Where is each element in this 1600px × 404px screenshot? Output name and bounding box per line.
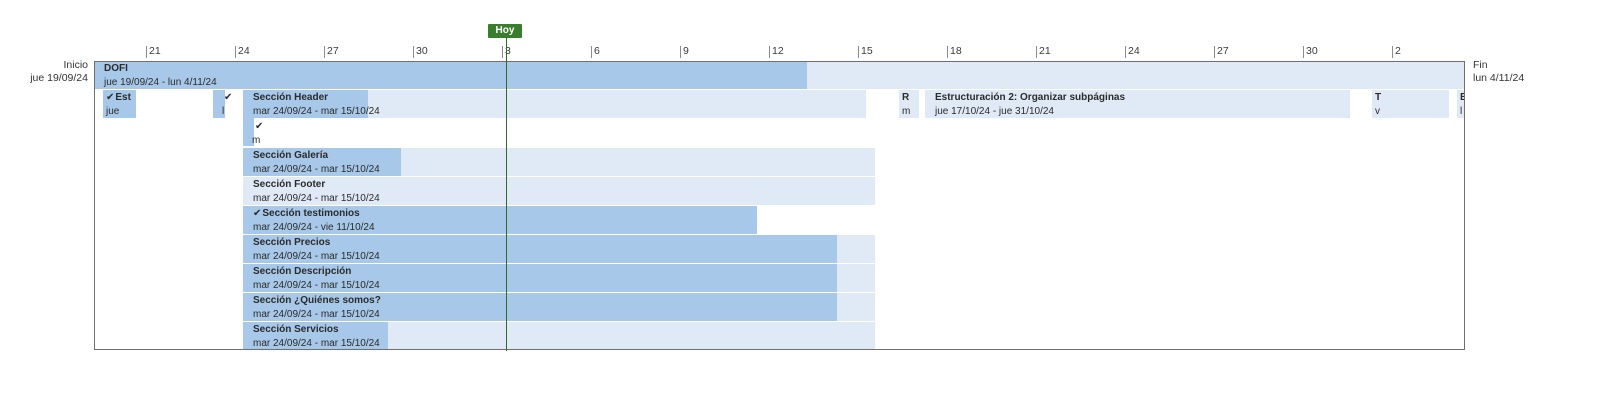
task-name: Sección Descripción [253, 266, 352, 277]
task-dates: l [1460, 106, 1463, 117]
today-marker[interactable]: Hoy [488, 24, 522, 38]
task-dates: m [902, 106, 911, 117]
task-bar-seccion-testimonios[interactable]: ✔Sección testimonios mar 24/09/24 - vie … [243, 206, 757, 234]
progress-fill [243, 206, 757, 234]
tick: 21 [1036, 46, 1051, 58]
task-bar-r[interactable]: R m [899, 90, 919, 118]
task-name: Sección Precios [253, 237, 331, 248]
task-dates: jue 19/09/24 - lun 4/11/24 [104, 77, 217, 88]
tick: 21 [146, 46, 161, 58]
task-name: Sección Servicios [253, 324, 339, 335]
task-dates: mar 24/09/24 - mar 15/10/24 [253, 106, 380, 117]
progress-fill [243, 264, 838, 292]
start-date: jue 19/09/24 [30, 72, 88, 84]
tick: 12 [769, 46, 784, 58]
task-dates: m [252, 135, 261, 146]
task-dates: v [1375, 106, 1380, 117]
task-bar-e[interactable]: E l [1457, 90, 1465, 118]
progress-fill [243, 293, 838, 321]
tick: 3 [502, 46, 511, 58]
progress-fill [243, 118, 254, 146]
task-dates: jue [106, 106, 120, 117]
task-bar-seccion-precios[interactable]: Sección Precios mar 24/09/24 - mar 15/10… [243, 235, 875, 263]
check-icon: ✔ [106, 92, 115, 103]
task-bar-seccion-galeria[interactable]: Sección Galería mar 24/09/24 - mar 15/10… [243, 148, 875, 176]
task-bar-seccion-footer[interactable]: Sección Footer mar 24/09/24 - mar 15/10/… [243, 177, 875, 205]
tick: 2 [1392, 46, 1401, 58]
tick: 24 [235, 46, 250, 58]
tick: 6 [591, 46, 600, 58]
task-dates: l [222, 106, 225, 117]
task-dates: mar 24/09/24 - mar 15/10/24 [253, 193, 380, 204]
task-name: T [1375, 92, 1382, 103]
end-title: Fin [1473, 59, 1488, 71]
task-bar-t[interactable]: T v [1372, 90, 1449, 118]
task-name: ✔Est [106, 92, 131, 103]
task-name: ✔Sección testimonios [253, 208, 360, 219]
tick: 30 [413, 46, 428, 58]
progress-fill [213, 90, 225, 118]
end-label: Fin lun 4/11/24 [1473, 59, 1563, 85]
end-date: lun 4/11/24 [1473, 72, 1525, 84]
task-name: Sección ¿Quiénes somos? [253, 295, 381, 306]
progress-fill [243, 148, 401, 176]
tick: 18 [947, 46, 962, 58]
start-title: Inicio [63, 59, 88, 71]
check-icon: ✔ [253, 208, 262, 219]
progress-fill [94, 61, 807, 89]
timescale: 21 24 27 30 3 6 9 12 15 18 21 24 27 30 2 [0, 0, 1600, 60]
task-name: Sección Galería [253, 150, 329, 161]
task-dates: mar 24/09/24 - mar 15/10/24 [253, 338, 380, 349]
task-bar-est[interactable]: ✔Est jue [103, 90, 136, 118]
tick: 27 [1214, 46, 1229, 58]
task-dates: jue 17/10/24 - jue 31/10/24 [935, 106, 1054, 117]
tick: 27 [324, 46, 339, 58]
task-bar-seccion-quienes-somos[interactable]: Sección ¿Quiénes somos? mar 24/09/24 - m… [243, 293, 875, 321]
progress-fill [243, 322, 389, 350]
task-name: R [902, 92, 910, 103]
task-name: Sección Header [253, 92, 329, 103]
task-bar-completed[interactable]: l [213, 90, 225, 118]
tick: 9 [680, 46, 689, 58]
tick: 30 [1303, 46, 1318, 58]
tick: 15 [858, 46, 873, 58]
check-icon: ✔ [255, 121, 264, 132]
task-dates: mar 24/09/24 - mar 15/10/24 [253, 309, 380, 320]
tick: 24 [1125, 46, 1140, 58]
task-name: E [1460, 92, 1465, 103]
task-name: Sección Footer [253, 179, 326, 190]
task-dates: mar 24/09/24 - mar 15/10/24 [253, 280, 380, 291]
check-icon: ✔ [224, 92, 233, 103]
task-bar-estructuracion-2[interactable]: Estructuración 2: Organizar subpáginas j… [925, 90, 1350, 118]
task-bar-seccion-header[interactable]: Sección Header mar 24/09/24 - mar 15/10/… [243, 90, 866, 118]
today-line [506, 38, 507, 351]
progress-fill [243, 90, 368, 118]
summary-bar-dofi[interactable]: DOFI jue 19/09/24 - lun 4/11/24 [94, 61, 1465, 89]
task-dates: mar 24/09/24 - mar 15/10/24 [253, 251, 380, 262]
task-bar-small-completed[interactable] [243, 118, 254, 146]
start-label: Inicio jue 19/09/24 [10, 59, 88, 85]
task-dates: mar 24/09/24 - vie 11/10/24 [253, 222, 375, 233]
progress-fill [103, 90, 136, 118]
task-name: DOFI [104, 63, 128, 74]
progress-fill [243, 235, 838, 263]
task-bar-seccion-servicios[interactable]: Sección Servicios mar 24/09/24 - mar 15/… [243, 322, 875, 350]
task-name: Estructuración 2: Organizar subpáginas [935, 92, 1126, 103]
task-dates: mar 24/09/24 - mar 15/10/24 [253, 164, 380, 175]
task-bar-seccion-descripcion[interactable]: Sección Descripción mar 24/09/24 - mar 1… [243, 264, 875, 292]
